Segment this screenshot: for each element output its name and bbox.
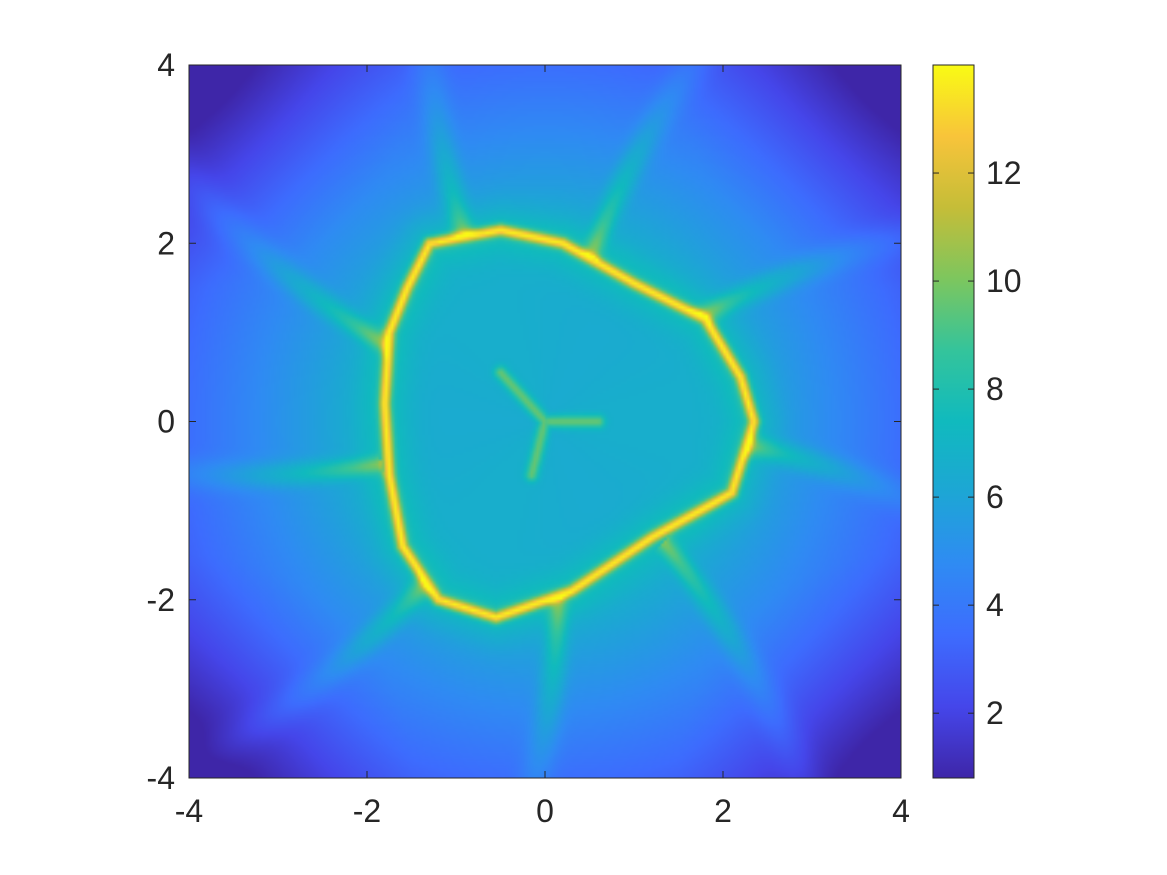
plot-area	[189, 65, 901, 778]
y-tick-label: -4	[147, 760, 175, 796]
colorbar-tick-label: 4	[986, 587, 1004, 623]
colorbar-tick-label: 10	[986, 263, 1022, 299]
colorbar-tick-label: 2	[986, 695, 1004, 731]
y-axis-ticks: 4 2 0 -2 -4	[147, 47, 901, 796]
x-tick-label: -4	[175, 793, 203, 829]
colorbar-ticks: 12 10 8 6 4 2	[933, 155, 1022, 731]
x-tick-label: -2	[353, 793, 381, 829]
colorbar-tick-label: 8	[986, 371, 1004, 407]
heatmap-image	[189, 65, 901, 778]
y-tick-label: -2	[147, 582, 175, 618]
y-tick-label: 2	[157, 225, 175, 261]
x-axis-ticks: -4 -2 0 2 4	[175, 65, 910, 829]
colorbar	[932, 64, 975, 779]
x-tick-label: 0	[536, 793, 554, 829]
y-tick-label: 4	[157, 47, 175, 83]
x-tick-label: 4	[892, 793, 910, 829]
colorbar-tick-label: 6	[986, 479, 1004, 515]
x-tick-label: 2	[714, 793, 732, 829]
y-tick-label: 0	[157, 404, 175, 440]
colorbar-tick-label: 12	[986, 155, 1022, 191]
